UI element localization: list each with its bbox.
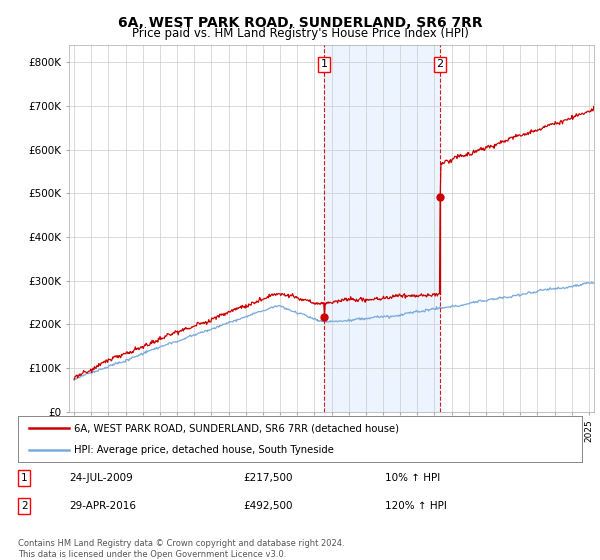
Text: 1: 1	[21, 473, 28, 483]
Text: 10% ↑ HPI: 10% ↑ HPI	[385, 473, 440, 483]
Text: 29-APR-2016: 29-APR-2016	[69, 501, 136, 511]
Text: 24-JUL-2009: 24-JUL-2009	[69, 473, 133, 483]
Bar	[324, 45, 440, 412]
Text: 6A, WEST PARK ROAD, SUNDERLAND, SR6 7RR (detached house): 6A, WEST PARK ROAD, SUNDERLAND, SR6 7RR …	[74, 423, 400, 433]
Text: 6A, WEST PARK ROAD, SUNDERLAND, SR6 7RR: 6A, WEST PARK ROAD, SUNDERLAND, SR6 7RR	[118, 16, 482, 30]
Text: 1: 1	[320, 59, 328, 69]
Text: 2: 2	[21, 501, 28, 511]
Text: £492,500: £492,500	[244, 501, 293, 511]
Text: 120% ↑ HPI: 120% ↑ HPI	[385, 501, 446, 511]
Text: Price paid vs. HM Land Registry's House Price Index (HPI): Price paid vs. HM Land Registry's House …	[131, 27, 469, 40]
Text: Contains HM Land Registry data © Crown copyright and database right 2024.
This d: Contains HM Land Registry data © Crown c…	[18, 539, 344, 559]
Text: £217,500: £217,500	[244, 473, 293, 483]
Text: HPI: Average price, detached house, South Tyneside: HPI: Average price, detached house, Sout…	[74, 445, 334, 455]
Text: 2: 2	[437, 59, 443, 69]
